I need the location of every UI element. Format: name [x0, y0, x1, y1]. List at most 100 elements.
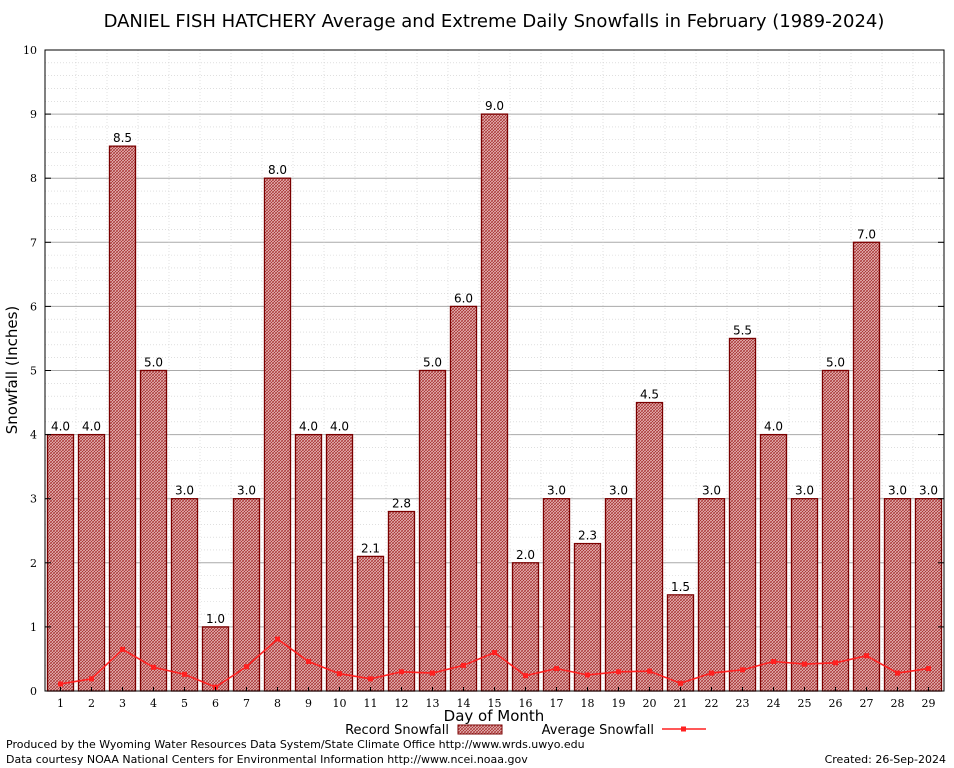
bar-value-label: 4.0 [764, 420, 783, 434]
x-tick-label: 14 [457, 697, 471, 710]
x-tick-label: 15 [488, 697, 502, 710]
average-point [399, 669, 404, 675]
bar-day-15 [480, 113, 509, 692]
bar-day-11 [356, 555, 385, 692]
x-tick-label: 23 [736, 697, 750, 710]
average-line [58, 636, 931, 690]
bar-value-label: 4.5 [640, 388, 659, 402]
legend-average-label: Average Snowfall [542, 723, 654, 738]
x-tick-label: 4 [150, 697, 157, 710]
bar-value-label: 4.0 [51, 420, 70, 434]
legend-record-label: Record Snowfall [345, 723, 449, 738]
x-tick-label: 16 [519, 697, 533, 710]
average-point [616, 669, 621, 675]
average-point [89, 676, 94, 682]
x-tick-label: 6 [212, 697, 219, 710]
bar-value-label: 5.0 [826, 356, 845, 370]
bar-day-17 [542, 498, 571, 692]
average-point [926, 666, 931, 672]
bar-value-label: 3.0 [547, 484, 566, 498]
bar-value-label: 8.0 [268, 163, 287, 177]
x-tick-label: 8 [274, 697, 281, 710]
average-point [337, 671, 342, 677]
bar-day-20 [635, 401, 664, 692]
x-tick-label: 1 [57, 697, 64, 710]
x-tick-label: 10 [333, 697, 347, 710]
average-point [740, 667, 745, 673]
bar-value-label: 8.5 [113, 131, 132, 145]
average-point [647, 668, 652, 674]
x-tick-label: 20 [643, 697, 657, 710]
y-tick-label: 9 [30, 108, 37, 121]
x-tick-label: 11 [364, 697, 378, 710]
average-point [585, 672, 590, 678]
bar-value-label: 3.0 [702, 484, 721, 498]
y-tick-label: 3 [30, 493, 37, 506]
y-tick-label: 7 [30, 236, 37, 249]
x-tick-label: 18 [581, 697, 595, 710]
average-point [151, 664, 156, 670]
x-tick-label: 5 [181, 697, 188, 710]
bar-day-19 [604, 498, 633, 692]
bar-day-10 [325, 433, 354, 692]
bar-labels: 4.0 4.0 8.5 5.0 3.0 1.0 3.0 8.0 4.0 4.0 2.1 2.8 5.0 6… [51, 99, 938, 626]
x-tick-label: 17 [550, 697, 564, 710]
x-tick-label: 12 [395, 697, 409, 710]
bar-value-label: 5.5 [733, 323, 752, 337]
average-point [895, 670, 900, 676]
bar-value-label: 7.0 [857, 227, 876, 241]
footer-credit-1: Produced by the Wyoming Water Resources … [6, 738, 585, 751]
average-point [120, 646, 125, 652]
average-point [833, 660, 838, 666]
bar-value-label: 2.3 [578, 529, 597, 543]
chart-title: DANIEL FISH HATCHERY Average and Extreme… [104, 11, 885, 32]
y-axis-label: Snowfall (Inches) [3, 306, 21, 434]
average-point [802, 661, 807, 667]
bar-value-label: 1.0 [206, 612, 225, 626]
footer-created: Created: 26-Sep-2024 [825, 753, 946, 766]
footer-credit-2: Data courtesy NOAA National Centers for … [6, 753, 528, 766]
bar-value-label: 2.1 [361, 541, 380, 555]
bar-day-21 [666, 594, 695, 692]
y-tick-label: 4 [30, 429, 37, 442]
bars [46, 113, 943, 692]
bar-day-4 [139, 369, 168, 692]
bar-day-2 [77, 433, 106, 692]
x-tick-label: 3 [119, 697, 126, 710]
bar-value-label: 3.0 [237, 484, 256, 498]
bar-day-12 [387, 510, 416, 692]
bar-value-label: 1.5 [671, 580, 690, 594]
average-point [492, 650, 497, 656]
bar-value-label: 5.0 [144, 356, 163, 370]
bar-value-label: 3.0 [175, 484, 194, 498]
average-point [523, 673, 528, 679]
x-tick-labels: 1 2 3 4 5 6 7 8 9 10 11 12 13 14 15 16 17 18 19 20 21 22 23 24 2… [57, 687, 936, 710]
average-point [244, 664, 249, 670]
bar-value-label: 3.0 [919, 484, 938, 498]
average-point [182, 671, 187, 677]
average-point [306, 659, 311, 665]
average-point [58, 681, 63, 687]
average-point [771, 659, 776, 665]
bar-day-3 [108, 145, 137, 692]
bar-day-29 [914, 498, 943, 692]
y-tick-label: 8 [30, 172, 37, 185]
bar-value-label: 3.0 [795, 484, 814, 498]
x-tick-label: 24 [767, 697, 781, 710]
x-tick-label: 22 [705, 697, 719, 710]
bar-day-7 [232, 498, 261, 692]
x-axis-label: Day of Month [444, 707, 545, 725]
legend-average-marker [681, 726, 686, 732]
bar-value-label: 2.8 [392, 497, 411, 511]
bar-day-5 [170, 498, 199, 692]
average-point [275, 636, 280, 642]
bar-day-27 [852, 241, 881, 692]
bar-day-22 [697, 498, 726, 692]
bar-day-28 [883, 498, 912, 692]
bar-value-label: 4.0 [82, 420, 101, 434]
bar-value-label: 4.0 [330, 420, 349, 434]
bar-day-26 [821, 369, 850, 692]
legend: Record Snowfall Average Snowfall [345, 723, 706, 738]
bar-day-14 [449, 305, 478, 692]
